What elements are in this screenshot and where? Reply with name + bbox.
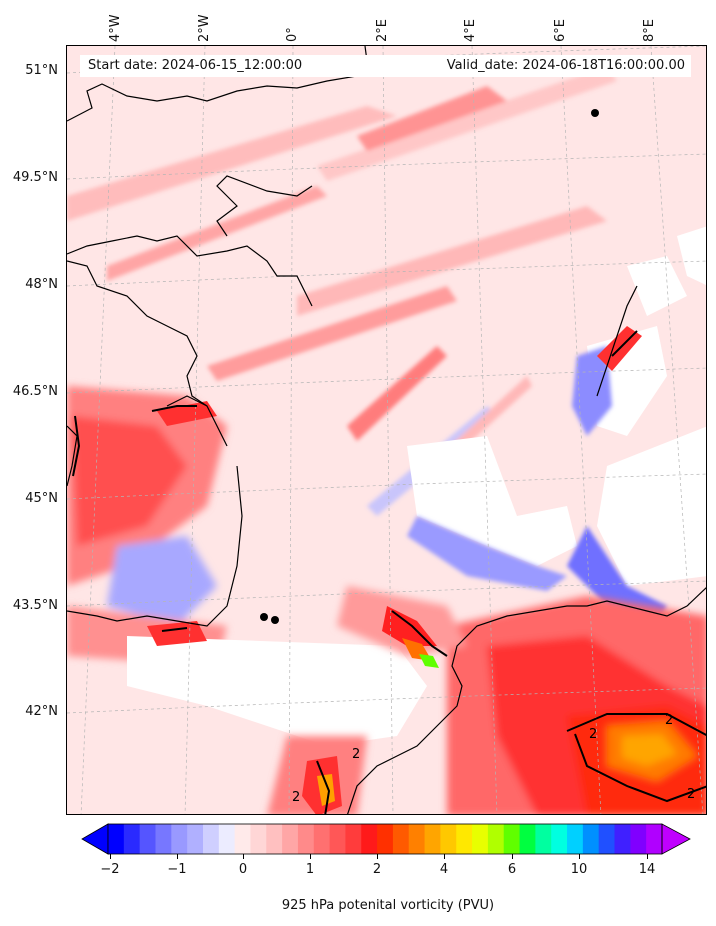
colorbar-segment <box>567 824 584 854</box>
map-panel: 2 2 2 2 2 <box>66 45 707 815</box>
colorbar-segment <box>535 824 552 854</box>
start-date-label: Start date: 2024-06-15_12:00:00 <box>88 58 303 73</box>
longitude-label: 2°W <box>197 14 212 42</box>
colorbar-segment <box>377 824 394 854</box>
colorbar-tick-label: 1 <box>305 862 315 877</box>
colorbar-segment <box>582 824 600 854</box>
valid-date-label: Valid_date: 2024-06-18T16:00:00.00 <box>446 58 685 73</box>
colorbar-segment <box>171 824 188 854</box>
map-canvas: 2 2 2 2 2 <box>67 46 706 814</box>
colorbar-segment <box>218 824 236 854</box>
colorbar-segment <box>187 824 204 854</box>
latitude-label: 48°N <box>25 277 58 292</box>
colorbar-tick-label: 14 <box>638 862 656 877</box>
contour-label: 2 <box>665 713 673 728</box>
colorbar-tick-mark <box>647 854 648 859</box>
colorbar-tick-mark <box>512 854 513 859</box>
longitude-label: 8°E <box>642 19 657 42</box>
colorbar-segment <box>108 824 125 854</box>
colorbar-tick-mark <box>579 854 580 859</box>
colorbar-frame <box>107 823 663 855</box>
contour-label: 2 <box>352 747 360 762</box>
colorbar-tick-mark <box>310 854 311 859</box>
colorbar-tick-label: 0 <box>238 862 248 877</box>
colorbar-segment <box>266 824 283 854</box>
colorbar-segment <box>234 824 251 854</box>
negative-pv-patches <box>407 346 667 621</box>
colorbar-tick-mark <box>444 854 445 859</box>
colorbar-segment <box>297 824 315 854</box>
colorbar-tick-label: −2 <box>100 862 120 877</box>
colorbar-segment <box>551 824 568 854</box>
colorbar-segment <box>519 824 536 854</box>
colorbar-tick-mark <box>110 854 111 859</box>
colorbar-tick-label: 4 <box>439 862 449 877</box>
colorbar-segment <box>361 824 378 854</box>
colorbar-segment <box>456 824 473 854</box>
latitude-label: 46.5°N <box>12 384 58 399</box>
contour-label: 2 <box>589 727 597 742</box>
pv-cores <box>147 109 642 814</box>
latitude-label: 45°N <box>25 491 58 506</box>
date-info-bar: Start date: 2024-06-15_12:00:00 Valid_da… <box>80 55 691 77</box>
colorbar-segment <box>424 824 441 854</box>
colorbar-segment <box>345 824 362 854</box>
pv-bay-of-biscay <box>67 386 227 666</box>
latitude-label: 49.5°N <box>12 170 58 185</box>
colorbar <box>81 823 691 855</box>
longitude-label: 4°W <box>108 14 123 42</box>
colorbar-segment <box>392 824 410 854</box>
colorbar-tick-mark <box>177 854 178 859</box>
colorbar-segment <box>598 824 616 854</box>
latitude-label: 42°N <box>25 704 58 719</box>
colorbar-segment <box>139 824 156 854</box>
colorbar-segment <box>472 824 489 854</box>
latitude-label: 43.5°N <box>12 598 58 613</box>
colorbar-tick-label: −1 <box>167 862 187 877</box>
colorbar-segment <box>282 824 299 854</box>
colorbar-segment <box>313 824 331 854</box>
colorbar-tick-label: 6 <box>507 862 517 877</box>
colorbar-segment <box>487 824 505 854</box>
pv-contours <box>72 330 706 814</box>
pv-mediterranean <box>267 586 706 814</box>
colorbar-segment <box>630 824 647 854</box>
colorbar-segment <box>329 824 346 854</box>
colorbar-segment <box>646 824 663 854</box>
colorbar-tick-label: 10 <box>570 862 588 877</box>
longitude-label: 2°E <box>375 19 390 42</box>
colorbar-segment <box>202 824 220 854</box>
colorbar-segment <box>155 824 172 854</box>
colorbar-segment <box>440 824 457 854</box>
colorbar-segment <box>614 824 631 854</box>
longitude-label: 6°E <box>553 19 568 42</box>
colorbar-tick-label: 2 <box>372 862 382 877</box>
colorbar-segment <box>503 824 521 854</box>
colorbar-segment <box>123 824 141 854</box>
colorbar-segment <box>250 824 267 854</box>
colorbar-tick-mark <box>377 854 378 859</box>
contour-label: 2 <box>292 790 300 805</box>
colorbar-label: 925 hPa potenital vorticity (PVU) <box>281 898 495 913</box>
colorbar-over-arrow <box>661 823 691 855</box>
longitude-label: 0° <box>285 27 300 42</box>
colorbar-under-arrow <box>81 823 109 855</box>
colorbar-tick-mark <box>243 854 244 859</box>
latitude-label: 51°N <box>25 63 58 78</box>
colorbar-segment <box>408 824 426 854</box>
contour-labels: 2 2 2 2 2 <box>292 713 695 805</box>
longitude-label: 4°E <box>463 19 478 42</box>
coastlines <box>67 46 706 814</box>
contour-label: 2 <box>687 787 695 802</box>
